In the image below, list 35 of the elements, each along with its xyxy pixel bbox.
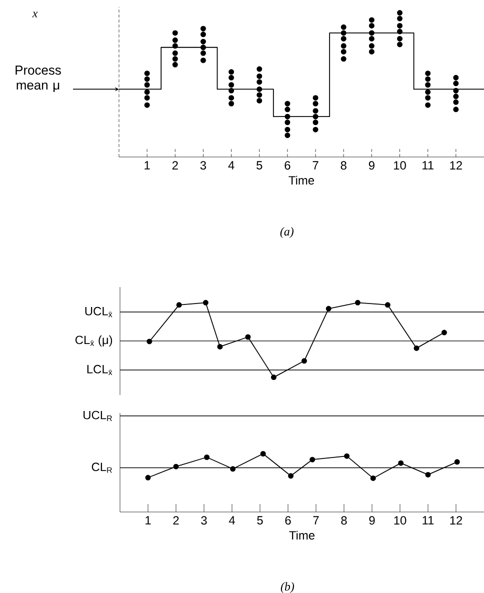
ref-line-label: LCL$_{x̄}$ xyxy=(87,364,112,376)
x-axis-title: Time xyxy=(289,530,315,540)
x-tick-label: 7 xyxy=(312,161,318,170)
x-tick-label: 6 xyxy=(285,516,291,525)
x-tick-label: 8 xyxy=(340,161,346,170)
x-tick-label: 6 xyxy=(284,161,290,170)
x-tick-label: 7 xyxy=(313,516,319,524)
x-tick-label: 3 xyxy=(201,516,207,525)
ref-line-label: CL$_{x̄}$ (μ) xyxy=(75,335,112,347)
x-tick-label: 1 xyxy=(146,516,151,524)
x-tick-label: 5 xyxy=(257,516,263,525)
x-tick-label: 10 xyxy=(394,516,406,525)
x-tick-label: 8 xyxy=(341,516,347,525)
x-axis-title: Time xyxy=(288,176,314,185)
y-axis-title: x xyxy=(32,12,38,18)
text: (b) xyxy=(280,582,294,593)
x-tick-label: 11 xyxy=(422,161,434,170)
x-tick-label: 10 xyxy=(394,161,406,170)
text: (a) xyxy=(280,227,294,238)
ref-line-label: UCL$_{R}$ xyxy=(84,410,112,421)
annotation: Process mean μ xyxy=(16,66,61,92)
x-tick-label: 3 xyxy=(200,161,206,170)
x-tick-label: 2 xyxy=(172,161,178,170)
x-tick-label: 4 xyxy=(228,516,235,524)
x-tick-label: 11 xyxy=(422,516,434,524)
x-tick-label: 1 xyxy=(144,161,150,170)
x-tick-label: 2 xyxy=(173,516,179,525)
ref-line-label: UCL$_{x̄}$ xyxy=(85,306,112,318)
x-tick-label: 12 xyxy=(450,516,462,525)
x-tick-label: 9 xyxy=(368,161,374,170)
x-tick-label: 5 xyxy=(256,161,262,170)
x-tick-label: 9 xyxy=(369,516,375,525)
x-tick-label: 4 xyxy=(228,161,234,170)
ref-line-label: CL$_{R}$ xyxy=(92,462,112,473)
x-tick-label: 12 xyxy=(450,161,462,170)
